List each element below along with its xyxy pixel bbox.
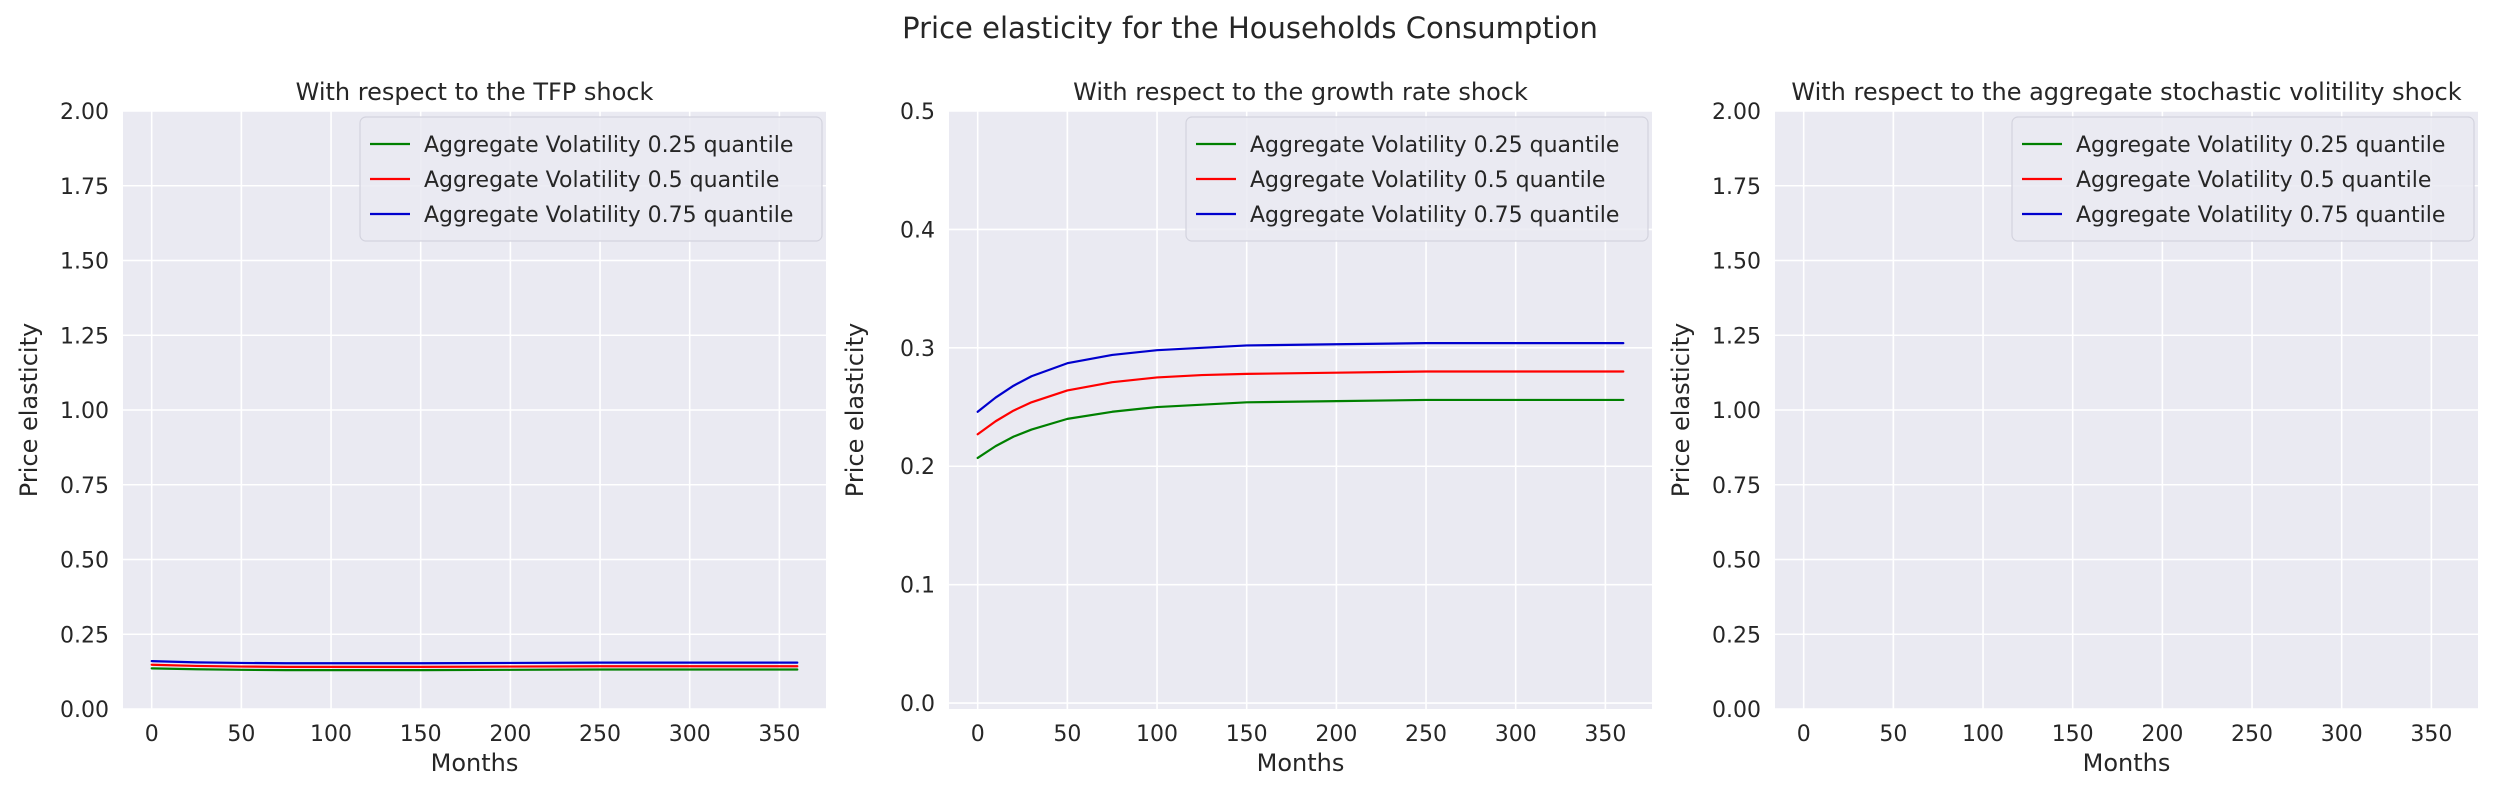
panel-title: With respect to the aggregate stochastic… [1791, 78, 2461, 106]
x-tick-label-3: 150 [400, 722, 442, 747]
x-tick-label-1: 50 [227, 722, 255, 747]
legend-box [2011, 116, 2475, 242]
legend-box [1185, 116, 1649, 242]
y-tick-label-5: 1.25 [1712, 324, 1761, 349]
y-tick-label-1: 0.25 [60, 623, 109, 648]
x-tick-label-5: 250 [2231, 722, 2273, 747]
x-tick-label-2: 100 [1136, 722, 1178, 747]
y-tick-label-3: 0.3 [900, 337, 935, 362]
y-tick-label-2: 0.50 [60, 549, 109, 574]
legend-label-2: Aggregate Volatility 0.5 quantile [1250, 168, 1605, 193]
y-tick-label-1: 0.1 [900, 574, 935, 599]
x-axis-label: Months [431, 749, 519, 777]
x-tick-label-0: 0 [1797, 722, 1811, 747]
y-tick-label-3: 0.75 [60, 474, 109, 499]
y-tick-label-6: 1.50 [60, 250, 109, 275]
x-tick-label-7: 350 [2410, 722, 2452, 747]
panel-title: With respect to the growth rate shock [1073, 78, 1528, 106]
series-line-1 [976, 398, 1625, 460]
y-tick-label-3: 0.75 [1712, 474, 1761, 499]
x-tick-label-2: 100 [1962, 722, 2004, 747]
panel-title: With respect to the TFP shock [296, 78, 654, 106]
y-tick-label-0: 0.00 [60, 698, 109, 723]
x-tick-label-7: 350 [758, 722, 800, 747]
series-line-3 [150, 660, 799, 665]
y-tick-label-4: 1.00 [60, 399, 109, 424]
y-tick-label-2: 0.2 [900, 455, 935, 480]
series-line-2 [150, 663, 799, 668]
series-line-1 [150, 667, 799, 672]
y-tick-label-4: 0.4 [900, 218, 935, 243]
legend-label-3: Aggregate Volatility 0.75 quantile [424, 203, 793, 228]
panel-3: 0 50 100 150 200 250 300 350 0.00 0.25 0.50 0.75 1.0… [1667, 78, 2478, 777]
y-axis-label: Price elasticity [841, 323, 869, 497]
y-tick-label-5: 0.5 [900, 100, 935, 125]
y-tick-label-8: 2.00 [1712, 100, 1761, 125]
legend-label-3: Aggregate Volatility 0.75 quantile [2076, 203, 2445, 228]
y-tick-label-5: 1.25 [60, 324, 109, 349]
x-tick-label-1: 50 [1053, 722, 1081, 747]
x-tick-label-3: 150 [2052, 722, 2094, 747]
x-tick-label-7: 350 [1584, 722, 1626, 747]
x-tick-label-3: 150 [1226, 722, 1268, 747]
x-tick-label-4: 200 [2141, 722, 2183, 747]
x-axis-label: Months [2083, 749, 2171, 777]
y-tick-label-0: 0.00 [1712, 698, 1761, 723]
y-axis-label: Price elasticity [1667, 323, 1695, 497]
legend-label-1: Aggregate Volatility 0.25 quantile [424, 133, 793, 158]
panel-1: 0 50 100 150 200 250 300 350 0.00 0.25 0.50 0.75 1.0… [15, 78, 826, 777]
y-tick-label-8: 2.00 [60, 100, 109, 125]
legend-box [359, 116, 823, 242]
x-tick-label-6: 300 [2321, 722, 2363, 747]
legend-label-2: Aggregate Volatility 0.5 quantile [2076, 168, 2431, 193]
x-axis-label: Months [1257, 749, 1345, 777]
panel-2: 0 50 100 150 200 250 300 350 0.0 0.1 0.2 0.3 0.4 0.5 W… [841, 78, 1652, 777]
legend-label-1: Aggregate Volatility 0.25 quantile [2076, 133, 2445, 158]
x-tick-label-5: 250 [579, 722, 621, 747]
panels: 0 50 100 150 200 250 300 3500.000.250.500.751.0… [15, 78, 2478, 777]
legend-label-3: Aggregate Volatility 0.75 quantile [1250, 203, 1619, 228]
legend-label-1: Aggregate Volatility 0.25 quantile [1250, 133, 1619, 158]
x-tick-label-5: 250 [1405, 722, 1447, 747]
x-tick-label-4: 200 [1315, 722, 1357, 747]
x-tick-label-6: 300 [669, 722, 711, 747]
y-tick-label-7: 1.75 [1712, 175, 1761, 200]
legend: Aggregate Volatility 0.25 quantile Aggreg… [2011, 116, 2475, 242]
x-tick-label-0: 0 [145, 722, 159, 747]
legend: Aggregate Volatility 0.25 quantile Aggreg… [1185, 116, 1649, 242]
y-tick-label-4: 1.00 [1712, 399, 1761, 424]
y-axis-label: Price elasticity [15, 323, 43, 497]
x-tick-label-0: 0 [971, 722, 985, 747]
y-tick-label-1: 0.25 [1712, 623, 1761, 648]
y-tick-label-6: 1.50 [1712, 250, 1761, 275]
x-tick-label-6: 300 [1495, 722, 1537, 747]
figure-title: Price elasticity for the Households Cons… [902, 11, 1598, 45]
x-tick-label-1: 50 [1879, 722, 1907, 747]
legend: Aggregate Volatility 0.25 quantile Aggreg… [359, 116, 823, 242]
x-tick-label-4: 200 [489, 722, 531, 747]
y-tick-label-7: 1.75 [60, 175, 109, 200]
series-line-2 [976, 370, 1625, 436]
x-tick-label-2: 100 [310, 722, 352, 747]
y-tick-label-0: 0.0 [900, 692, 935, 717]
y-tick-label-2: 0.50 [1712, 549, 1761, 574]
series-line-3 [976, 342, 1625, 413]
legend-label-2: Aggregate Volatility 0.5 quantile [424, 168, 779, 193]
